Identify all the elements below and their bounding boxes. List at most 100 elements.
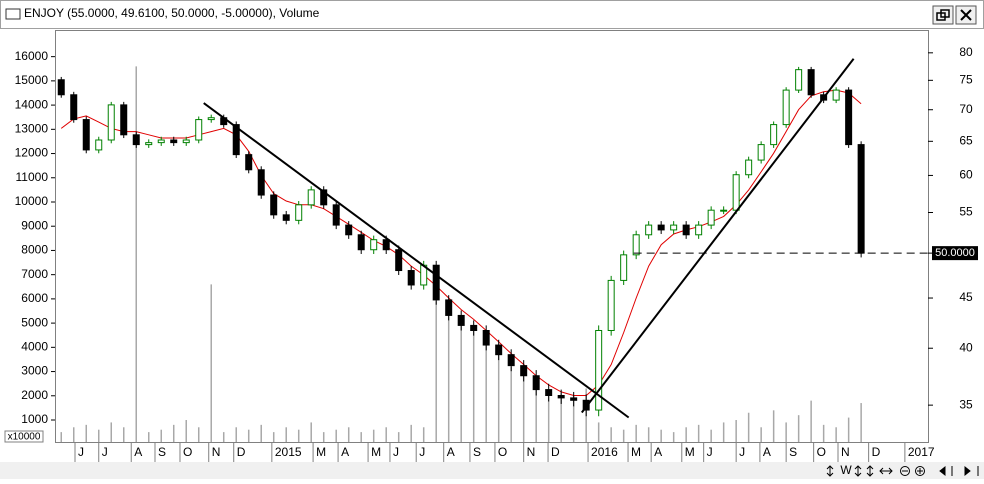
x-tick-label: S	[473, 445, 481, 459]
scroll-arrows[interactable]	[939, 465, 971, 477]
x-tick-label: M	[371, 445, 381, 459]
x-tick-label: 2017	[908, 445, 935, 459]
candle-body	[595, 329, 603, 411]
x-tick-label: O	[817, 445, 826, 459]
y-tick-label: 11000	[16, 170, 49, 184]
y-tick-label: 16000	[15, 49, 49, 63]
y2-tick-label: 60	[959, 168, 973, 182]
x-tick-label: 2016	[591, 445, 618, 459]
y2-tick-label: 35	[959, 397, 973, 411]
chart-title: ENJOY (55.0000, 49.6100, 50.0000, -5.000…	[24, 6, 320, 20]
candle-body	[732, 174, 740, 211]
last-price-label: 50.0000	[935, 247, 975, 259]
candle-body	[682, 224, 690, 236]
candle-body	[207, 117, 215, 121]
candle-body	[832, 89, 840, 101]
candle-body	[795, 69, 803, 91]
x-tick-label: S	[158, 445, 166, 459]
candle-body	[82, 119, 90, 151]
candle-body	[57, 79, 65, 96]
candle-body	[245, 154, 253, 171]
x-tick-label: D	[551, 445, 560, 459]
x-tick-label: J	[102, 445, 108, 459]
candle-body	[745, 159, 753, 176]
candle-body	[395, 249, 403, 272]
toolbar	[0, 462, 984, 479]
candle-body	[707, 209, 715, 226]
candle-body	[620, 254, 628, 281]
unit-box	[4, 430, 44, 443]
stretch-icon[interactable]	[879, 467, 893, 475]
candle-body	[70, 94, 78, 121]
plot-content	[57, 58, 928, 442]
x-tick-label: J	[707, 445, 713, 459]
x-tick-label: O	[183, 445, 192, 459]
x-tick-label: D	[872, 445, 881, 459]
candle-body	[495, 344, 503, 356]
x-tick-label: A	[763, 445, 771, 459]
candle-body	[232, 124, 240, 156]
candle-body	[470, 324, 478, 331]
candle-body	[107, 104, 115, 141]
zoom-in-icon[interactable]	[915, 466, 925, 476]
zoom-icon[interactable]	[866, 465, 874, 477]
y-tick-label: 14000	[15, 97, 49, 111]
period-button[interactable]: W	[840, 463, 852, 477]
x-tick-label: M	[316, 445, 326, 459]
candle-body	[332, 204, 340, 226]
candle-body	[845, 89, 853, 146]
candle-body	[632, 234, 640, 256]
candle-body	[320, 189, 328, 206]
restore-frame[interactable]	[932, 5, 954, 25]
x-tick-label: J	[739, 445, 745, 459]
y-tick-label: 7000	[21, 267, 48, 281]
candle-body	[182, 139, 190, 144]
candle-body	[670, 224, 678, 231]
scroll-icon[interactable]	[854, 465, 862, 477]
candle-body	[607, 279, 615, 331]
close-glyph	[960, 9, 972, 21]
x-tick-label: A	[447, 445, 455, 459]
candle-body	[445, 299, 453, 316]
y-tick-label: 2000	[21, 388, 48, 402]
candle-body	[157, 139, 165, 144]
close-button[interactable]	[955, 5, 977, 25]
candle-body	[295, 204, 303, 221]
candle-body	[282, 214, 290, 221]
y2-tick-label: 40	[959, 340, 973, 354]
x-tick-label: O	[498, 445, 507, 459]
y-tick-label: 3000	[21, 364, 48, 378]
y-tick-label: 12000	[15, 146, 49, 160]
candle-body	[457, 314, 465, 326]
candle-body	[132, 134, 140, 146]
y2-tick-label: 80	[959, 45, 973, 59]
candle-body	[570, 397, 578, 401]
y-tick-label: 10000	[15, 194, 49, 208]
y2-tick-label: 45	[959, 290, 973, 304]
x-tick-label: N	[527, 445, 536, 459]
y2-tick-label: 65	[959, 133, 973, 147]
candle-body	[120, 104, 128, 136]
candle-body	[782, 89, 790, 126]
y-tick-label: 13000	[15, 121, 49, 135]
x-tick-label: N	[212, 445, 221, 459]
last-price-box	[932, 246, 978, 261]
candle-body	[195, 119, 203, 141]
restore-button[interactable]	[932, 5, 954, 25]
candle-body	[407, 270, 415, 286]
plot-area	[55, 30, 929, 443]
candle-body	[720, 209, 728, 212]
candle-body	[520, 365, 528, 377]
zoom-out-icon[interactable]	[900, 466, 910, 476]
y2-tick-label: 75	[959, 72, 973, 86]
x-tick-label: N	[841, 445, 850, 459]
candle-body	[270, 194, 278, 216]
x-tick-label: D	[237, 445, 246, 459]
candle-body	[582, 399, 590, 411]
toolbar-icons	[826, 465, 979, 477]
candle-body	[382, 239, 390, 251]
y-tick-label: 9000	[21, 218, 48, 232]
scroll-icon[interactable]	[826, 465, 834, 477]
x-tick-label: A	[654, 445, 662, 459]
